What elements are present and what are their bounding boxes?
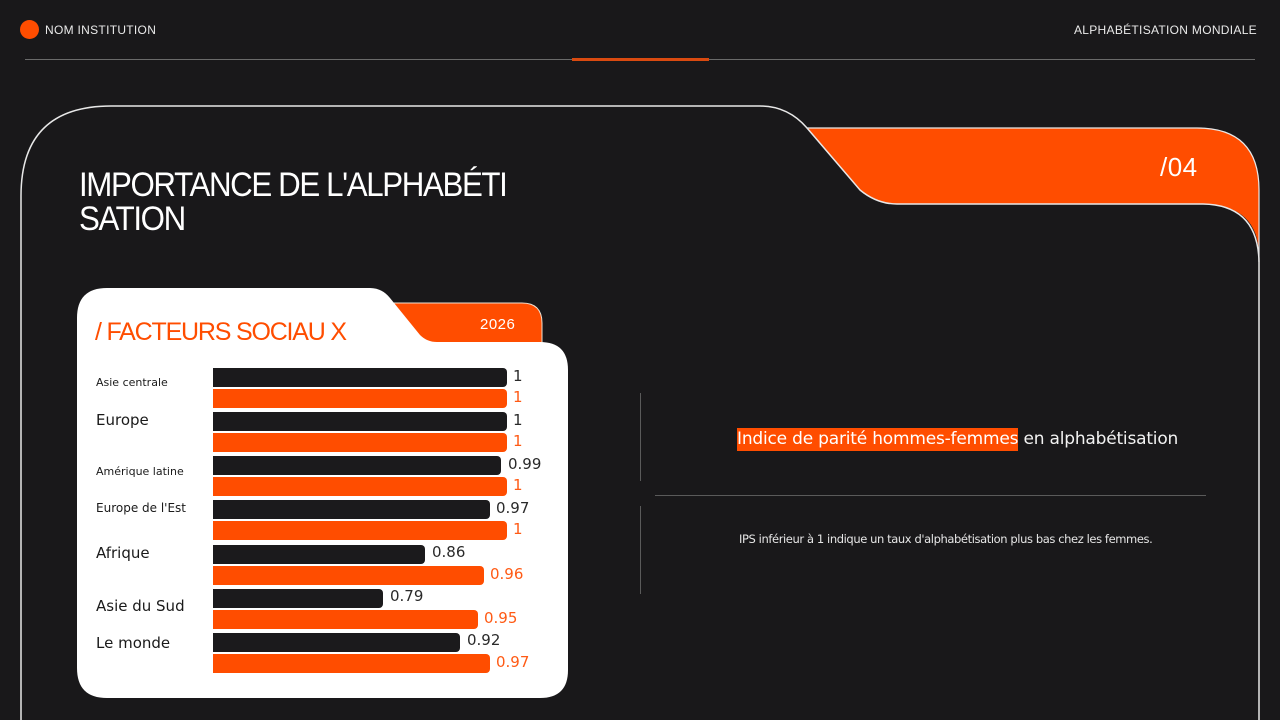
chart-title: / FACTEURS SOCIAU X: [95, 318, 347, 346]
headline-rest: en alphabétisation: [1018, 429, 1179, 449]
bar-orange: [213, 433, 507, 452]
top-bar: NOM INSTITUTION ALPHABÉTISATION MONDIALE: [0, 0, 1280, 62]
headline: Indice de parité hommes-femmes en alphab…: [737, 428, 1179, 451]
value-label-orange: 1: [513, 432, 523, 450]
value-label-dark: 0.92: [467, 631, 501, 649]
explanatory-note: IPS inférieur à 1 indique un taux d'alph…: [739, 532, 1153, 546]
brand-name: NOM INSTITUTION: [45, 23, 157, 37]
bar-orange: [213, 566, 484, 585]
divider-horizontal: [655, 495, 1206, 496]
category-label: Afrique: [96, 544, 150, 562]
divider-vertical-top: [640, 393, 641, 481]
bar-dark: [213, 500, 490, 519]
category-label: Amérique latine: [96, 465, 184, 478]
value-label-orange: 1: [513, 520, 523, 538]
value-label-dark: 1: [513, 367, 523, 385]
category-label: Asie centrale: [96, 376, 168, 389]
value-label-dark: 0.97: [496, 499, 530, 517]
bar-orange: [213, 521, 507, 540]
category-label: Europe de l'Est: [96, 501, 186, 515]
divider-vertical-bottom: [640, 506, 641, 594]
value-label-dark: 1: [513, 411, 523, 429]
category-label: Europe: [96, 411, 149, 429]
bar-orange: [213, 389, 507, 408]
deck-title: ALPHABÉTISATION MONDIALE: [1073, 23, 1257, 37]
page-number: /04: [1160, 152, 1198, 182]
bar-orange: [213, 654, 490, 673]
value-label-orange: 0.96: [490, 565, 524, 583]
value-label-orange: 1: [513, 476, 523, 494]
page-tab: [807, 128, 1259, 255]
value-label-dark: 0.79: [390, 587, 424, 605]
brand-logo-dot-icon: [20, 20, 39, 39]
value-label-orange: 0.95: [484, 609, 518, 627]
chart-year-tab: 2026: [480, 316, 516, 333]
bar-dark: [213, 633, 460, 652]
bar-dark: [213, 412, 507, 431]
bar-dark: [213, 589, 383, 608]
headline-highlight: Indice de parité hommes-femmes: [737, 428, 1019, 451]
bar-dark: [213, 545, 425, 564]
value-label-orange: 0.97: [496, 653, 530, 671]
bar-dark: [213, 456, 501, 475]
bar-dark: [213, 368, 507, 387]
top-divider-accent: [572, 58, 709, 61]
bar-orange: [213, 477, 507, 496]
bar-orange: [213, 610, 478, 629]
category-label: Asie du Sud: [96, 597, 185, 615]
value-label-dark: 0.86: [432, 543, 466, 561]
slide-title: IMPORTANCE DE L'ALPHABÉTI SATION: [79, 166, 508, 238]
value-label-orange: 1: [513, 388, 523, 406]
value-label-dark: 0.99: [508, 455, 542, 473]
category-label: Le monde: [96, 634, 171, 652]
